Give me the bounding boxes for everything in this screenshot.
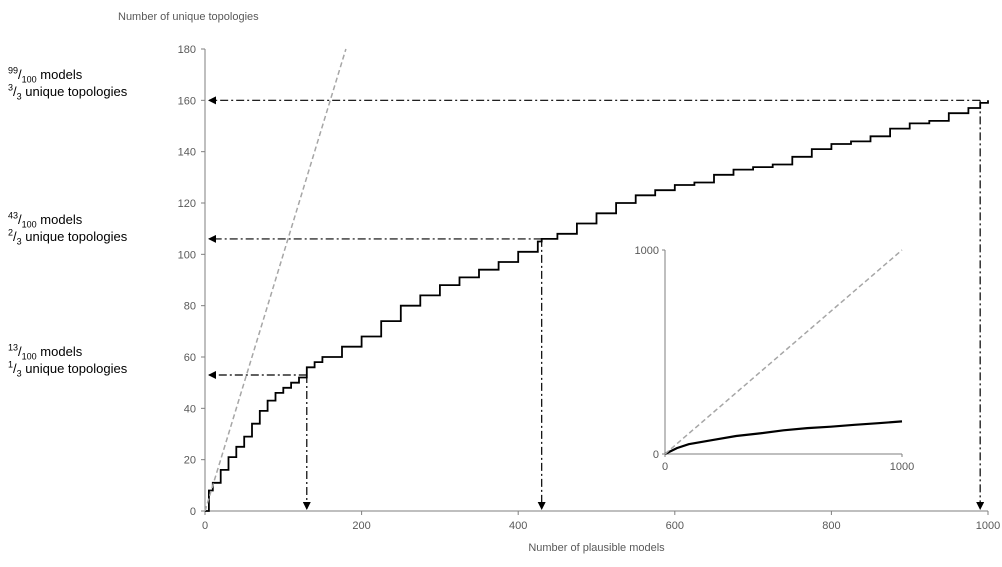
annotation-models-line: 99/100 models xyxy=(8,65,83,85)
annotation-topologies-line: 2/3 unique topologies xyxy=(8,227,128,247)
annotation-43-of-100: 43/100 models 2/3 unique topologies xyxy=(8,210,178,247)
inset-y-tick-label: 0 xyxy=(653,449,659,461)
main-plot: 0 20 40 60 80 100 120 140 160 180 0 200 400 600 800 100… xyxy=(118,11,1000,554)
x-axis-title: Number of plausible models xyxy=(528,542,665,554)
inset-x-tick-label: 1000 xyxy=(890,461,914,473)
topologies-label: unique topologies xyxy=(25,361,128,376)
topologies-label: unique topologies xyxy=(25,84,128,99)
x-tick-label: 400 xyxy=(509,520,527,532)
y-tick-label: 40 xyxy=(184,403,196,415)
inset-reference-diagonal-line xyxy=(664,249,903,455)
fraction-numerator: 99 xyxy=(8,65,19,76)
y-tick-label: 60 xyxy=(184,352,196,364)
fraction-denominator: 3 xyxy=(16,236,22,247)
inset-plot: 0 1000 0 1000 xyxy=(635,245,915,473)
x-tick-label: 1000 xyxy=(976,520,1000,532)
unique-topologies-step-line xyxy=(205,100,989,512)
models-label: models xyxy=(40,344,83,359)
x-tick-label: 800 xyxy=(822,520,840,532)
x-tick-label: 600 xyxy=(666,520,684,532)
fraction-numerator: 13 xyxy=(8,342,19,353)
x-tick-label: 0 xyxy=(202,520,208,532)
fraction-numerator: 1 xyxy=(8,359,14,370)
y-tick-label: 0 xyxy=(190,506,196,518)
y-tick-label: 120 xyxy=(178,198,196,210)
annotation-13-of-100: 13/100 models 1/3 unique topologies xyxy=(8,342,178,379)
y-tick-label: 100 xyxy=(178,249,196,261)
annotation-models-line: 13/100 models xyxy=(8,342,83,362)
y-tick-label: 140 xyxy=(178,147,196,159)
fraction-denominator: 100 xyxy=(21,351,37,362)
y-tick-label: 20 xyxy=(184,455,196,467)
x-tick-label: 200 xyxy=(352,520,370,532)
y-tick-label: 180 xyxy=(178,44,196,56)
reference-diagonal-line xyxy=(204,48,347,512)
annotation-models-line: 43/100 models xyxy=(8,210,83,230)
models-label: models xyxy=(40,212,83,227)
fraction-denominator: 3 xyxy=(16,368,22,379)
inset-x-tick-label: 0 xyxy=(662,461,668,473)
y-tick-label: 160 xyxy=(178,95,196,107)
topologies-label: unique topologies xyxy=(25,229,128,244)
y-axis-title: Number of unique topologies xyxy=(118,11,259,23)
y-tick-label: 80 xyxy=(184,301,196,313)
inset-y-tick-label: 1000 xyxy=(635,245,659,257)
fraction-numerator: 3 xyxy=(8,82,14,93)
fraction-denominator: 100 xyxy=(21,219,37,230)
annotation-99-of-100: 99/100 models 3/3 unique topologies xyxy=(8,65,178,102)
fraction-numerator: 43 xyxy=(8,210,19,221)
annotation-topologies-line: 1/3 unique topologies xyxy=(8,359,128,379)
fraction-denominator: 3 xyxy=(16,91,22,102)
fraction-denominator: 100 xyxy=(21,74,37,85)
models-label: models xyxy=(40,67,83,82)
inset-unique-topologies-line xyxy=(664,420,903,455)
fraction-numerator: 2 xyxy=(8,227,14,238)
annotation-topologies-line: 3/3 unique topologies xyxy=(8,82,128,102)
